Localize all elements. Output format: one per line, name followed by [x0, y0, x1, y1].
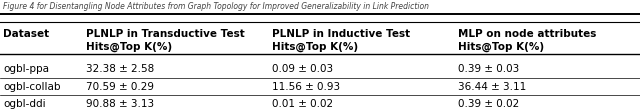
Text: Figure 4 for Disentangling Node Attributes from Graph Topology for Improved Gene: Figure 4 for Disentangling Node Attribut… — [3, 2, 429, 11]
Text: ogbl-collab: ogbl-collab — [3, 82, 61, 92]
Text: 0.09 ± 0.03: 0.09 ± 0.03 — [272, 64, 333, 74]
Text: 36.44 ± 3.11: 36.44 ± 3.11 — [458, 82, 526, 92]
Text: 90.88 ± 3.13: 90.88 ± 3.13 — [86, 99, 154, 109]
Text: 0.39 ± 0.03: 0.39 ± 0.03 — [458, 64, 519, 74]
Text: 70.59 ± 0.29: 70.59 ± 0.29 — [86, 82, 154, 92]
Text: ogbl-ppa: ogbl-ppa — [3, 64, 49, 74]
Text: Dataset: Dataset — [3, 29, 49, 39]
Text: 11.56 ± 0.93: 11.56 ± 0.93 — [272, 82, 340, 92]
Text: 0.01 ± 0.02: 0.01 ± 0.02 — [272, 99, 333, 109]
Text: ogbl-ddi: ogbl-ddi — [3, 99, 46, 109]
Text: PLNLP in Transductive Test
Hits@Top K(%): PLNLP in Transductive Test Hits@Top K(%) — [86, 29, 245, 52]
Text: PLNLP in Inductive Test
Hits@Top K(%): PLNLP in Inductive Test Hits@Top K(%) — [272, 29, 410, 52]
Text: 0.39 ± 0.02: 0.39 ± 0.02 — [458, 99, 519, 109]
Text: MLP on node attributes
Hits@Top K(%): MLP on node attributes Hits@Top K(%) — [458, 29, 596, 52]
Text: 32.38 ± 2.58: 32.38 ± 2.58 — [86, 64, 155, 74]
